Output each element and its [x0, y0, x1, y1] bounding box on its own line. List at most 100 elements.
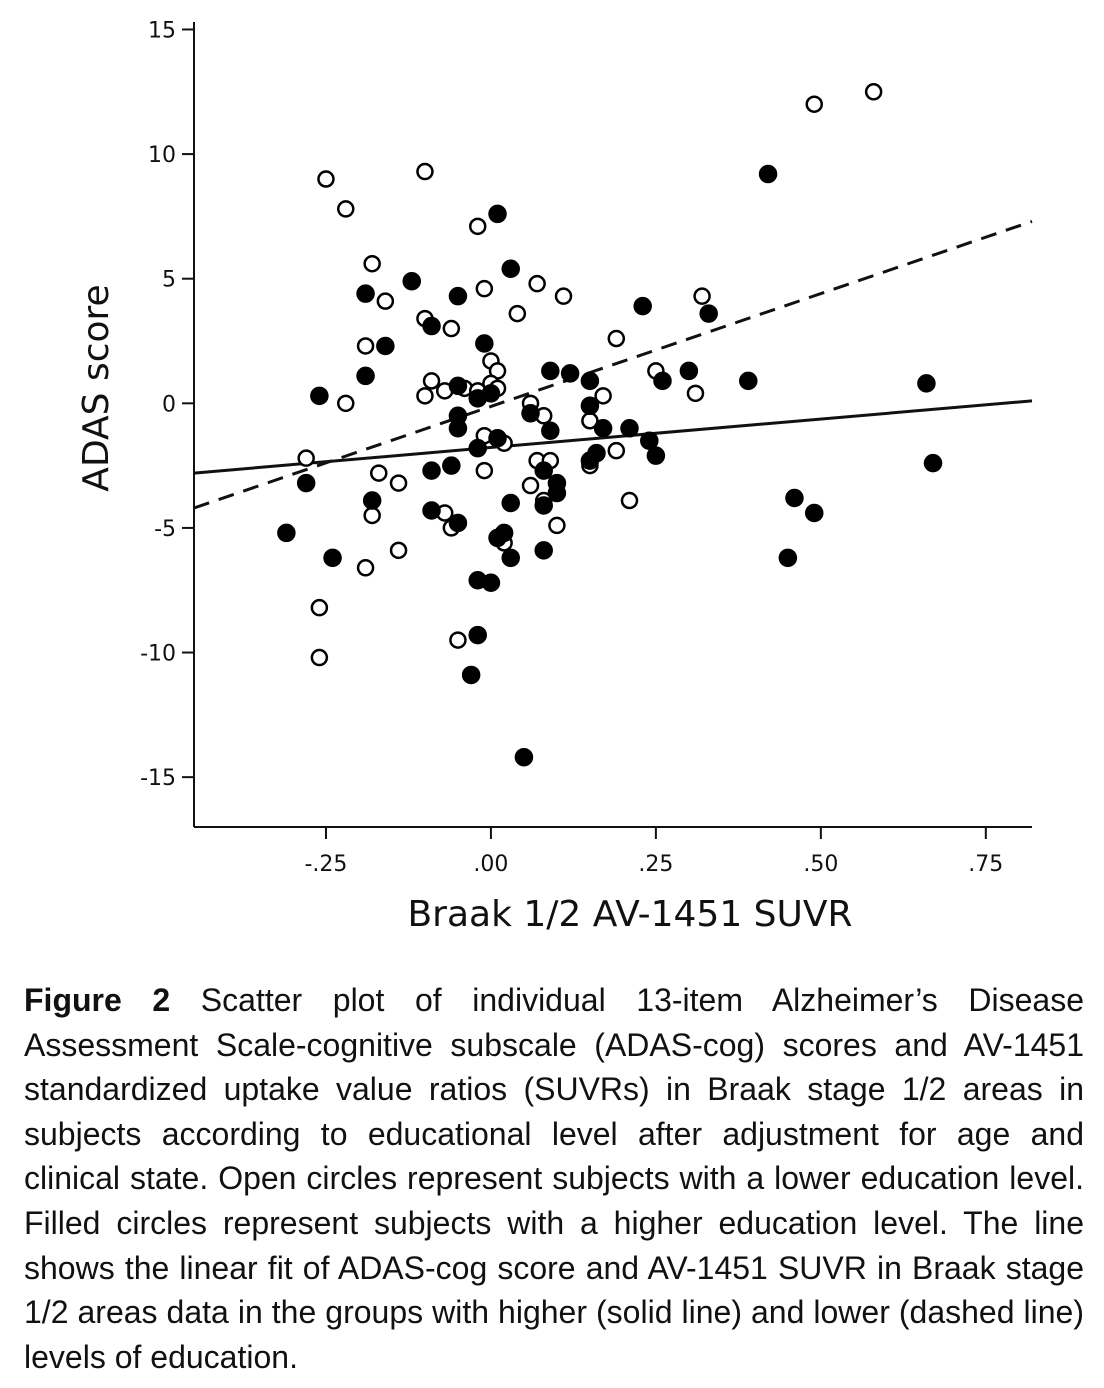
fit-lines — [193, 219, 1033, 510]
open-circle-point — [363, 506, 381, 525]
filled-circle-point — [593, 418, 613, 438]
filled-circle-point — [356, 366, 375, 386]
open-circle-point — [389, 541, 408, 560]
filled-circle-point — [778, 548, 798, 568]
open-circle-point — [389, 474, 408, 492]
filled-circle-point — [699, 304, 718, 323]
figure-caption: Figure 2 Scatter plot of individual 13-i… — [24, 978, 1084, 1379]
y-tick-label: 15 — [148, 18, 176, 43]
filled-circle-point — [501, 259, 520, 278]
open-circle-point — [416, 162, 434, 181]
filled-circle-point — [580, 451, 600, 470]
filled-circle-point — [547, 473, 567, 493]
open-circle-point — [297, 449, 315, 467]
open-circle-point — [607, 441, 626, 460]
filled-circle-point — [534, 496, 553, 515]
filled-circle-point — [296, 473, 316, 493]
filled-circle-point — [917, 374, 936, 393]
open-circle-point — [864, 83, 883, 101]
open-circle-point — [554, 287, 573, 305]
x-tick-label: .00 — [473, 852, 508, 877]
figure-label: Figure 2 — [24, 982, 171, 1018]
open-circle-point — [363, 254, 381, 273]
filled-circle-point — [310, 386, 329, 406]
x-tick-label: .75 — [968, 852, 1003, 877]
scatter-chart: -.25 .00 .25 .50 .75 -15 -10 -5 0 5 10 15 Braak 1/2… — [76, 18, 1033, 935]
filled-circle-point — [362, 491, 382, 510]
open-circle-point — [805, 95, 824, 113]
filled-circle-point — [481, 573, 501, 593]
filled-circle-point — [739, 371, 758, 391]
open-circle-point — [310, 598, 329, 617]
filled-circle-point — [758, 164, 778, 184]
open-circle-point — [594, 387, 612, 405]
open-circle-point — [356, 559, 375, 577]
open-circle-point — [310, 648, 329, 667]
open-circle-point — [337, 200, 355, 218]
filled-circle-point — [488, 428, 507, 448]
filled-circle-point — [461, 665, 481, 685]
open-circle-point — [449, 631, 467, 649]
y-axis-title: ADAS score — [76, 284, 117, 491]
x-tick-label: -.25 — [304, 852, 347, 877]
open-circle-point — [475, 279, 494, 298]
dashed-fit-line — [193, 219, 1033, 510]
filled-circle-point — [468, 625, 487, 645]
filled-circle-point — [534, 461, 553, 480]
open-circle-point — [422, 372, 441, 390]
filled-circle-point — [633, 296, 652, 316]
caption-text: Scatter plot of individual 13-item Alzhe… — [24, 982, 1085, 1375]
open-circle-point — [620, 491, 639, 510]
open-circle-point — [416, 387, 434, 405]
filled-circle-point — [679, 361, 699, 381]
open-circle-point — [376, 292, 395, 310]
open-circle-point — [607, 329, 626, 348]
filled-circle-point — [422, 461, 441, 480]
open-circle-point — [521, 476, 540, 495]
y-tick-label: 5 — [162, 268, 176, 293]
filled-circle-point — [580, 396, 600, 416]
filled-circle-point — [481, 384, 501, 403]
filled-circle-point — [514, 747, 534, 767]
filled-circle-point — [376, 336, 395, 356]
filled-circle-point — [541, 421, 560, 440]
axes — [193, 22, 1032, 828]
open-circle-point — [693, 287, 711, 305]
filled-circle-point — [448, 286, 468, 306]
x-tick-label: .25 — [638, 852, 673, 877]
filled-circle-point — [468, 438, 487, 458]
filled-circle-point — [560, 364, 580, 383]
filled-circle-point — [448, 513, 468, 533]
open-circle-point — [508, 304, 527, 323]
x-tick-label: .50 — [803, 852, 838, 877]
filled-circle-point — [923, 453, 943, 473]
open-circle-point — [337, 394, 355, 413]
filled-circle-point — [356, 284, 375, 303]
y-tick-label: -10 — [140, 642, 176, 667]
filled-circle-point — [448, 418, 468, 438]
y-tick-label: -5 — [154, 517, 176, 542]
y-tick-label: -15 — [140, 766, 176, 791]
filled-circle-point — [646, 446, 666, 465]
y-tick-label: 0 — [162, 392, 176, 417]
filled-circle-point — [521, 404, 540, 423]
open-circle-point — [686, 384, 705, 403]
open-circle-point — [528, 274, 546, 293]
filled-circle-point — [620, 418, 639, 438]
filled-circle-point — [488, 528, 507, 548]
filled-circle-point — [501, 548, 520, 568]
filled-circle-point — [422, 501, 441, 520]
filled-circle-point — [541, 361, 560, 381]
open-circle-point — [442, 319, 461, 338]
filled-circle-point — [323, 548, 342, 568]
filled-circle-point — [580, 371, 600, 391]
ticks: -.25 .00 .25 .50 .75 -15 -10 -5 0 5 10 15 — [140, 18, 1003, 877]
open-circle-point — [370, 464, 388, 482]
filled-circle-point — [534, 541, 553, 560]
open-circle-point — [468, 217, 487, 236]
filled-circle-point — [805, 503, 824, 523]
y-tick-label: 10 — [148, 143, 176, 168]
filled-circle-point — [277, 523, 296, 543]
filled-circle-point — [653, 371, 672, 391]
data-points — [277, 83, 943, 767]
